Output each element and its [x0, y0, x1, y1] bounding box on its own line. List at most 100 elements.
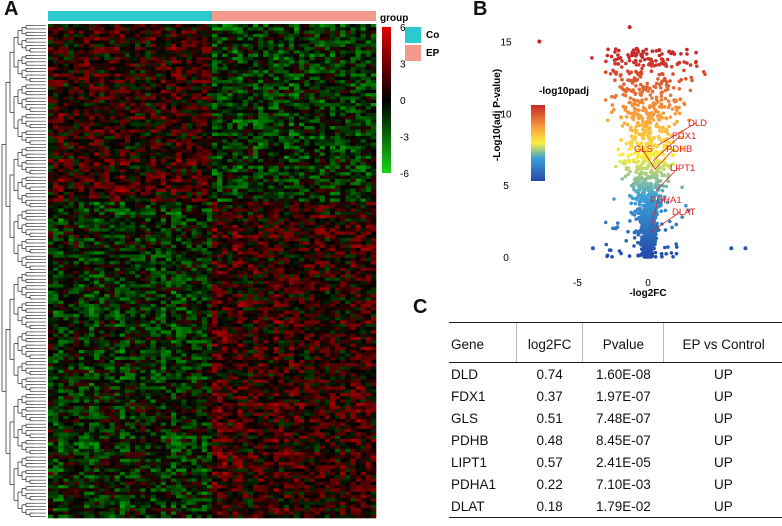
- heatmap-cell: [243, 139, 248, 143]
- heatmap-cell: [320, 166, 325, 170]
- heatmap-cell: [156, 205, 161, 209]
- heatmap-cell: [361, 57, 366, 61]
- heatmap-cell: [248, 31, 253, 35]
- heatmap-cell: [202, 24, 207, 28]
- heatmap-cell: [161, 202, 166, 206]
- heatmap-cell: [325, 54, 330, 58]
- heatmap-cell: [94, 83, 99, 87]
- heatmap-cell: [345, 57, 350, 61]
- heatmap-cell: [207, 126, 212, 130]
- heatmap-cell: [120, 120, 125, 124]
- heatmap-cell: [53, 96, 58, 100]
- heatmap-cell: [186, 166, 191, 170]
- heatmap-cell: [99, 57, 104, 61]
- heatmap-cell: [48, 235, 53, 239]
- heatmap-cell: [176, 80, 181, 84]
- heatmap-cell: [176, 90, 181, 94]
- heatmap-cell: [197, 245, 202, 249]
- heatmap-cell: [145, 231, 150, 235]
- heatmap-cell: [350, 54, 355, 58]
- heatmap-cell: [217, 90, 222, 94]
- heatmap-cell: [79, 113, 84, 117]
- heatmap-cell: [253, 54, 258, 58]
- heatmap-cell: [350, 199, 355, 203]
- heatmap-cell: [192, 162, 197, 166]
- heatmap-cell: [253, 100, 258, 104]
- heatmap-cell: [340, 215, 345, 219]
- heatmap-cell: [330, 57, 335, 61]
- heatmap-cell: [110, 189, 115, 193]
- heatmap-cell: [48, 64, 53, 68]
- heatmap-cell: [371, 73, 376, 77]
- heatmap-cell: [289, 123, 294, 127]
- heatmap-cell: [130, 149, 135, 153]
- heatmap-cell: [166, 212, 171, 216]
- heatmap-cell: [243, 73, 248, 77]
- heatmap-cell: [253, 152, 258, 156]
- heatmap-cell: [125, 27, 130, 31]
- heatmap-cell: [156, 225, 161, 229]
- heatmap-cell: [120, 70, 125, 74]
- heatmap-cell: [63, 208, 68, 212]
- heatmap-cell: [289, 37, 294, 41]
- heatmap-cell: [222, 31, 227, 35]
- heatmap-cell: [89, 215, 94, 219]
- heatmap-cell: [371, 77, 376, 81]
- heatmap-cell: [248, 57, 253, 61]
- heatmap-cell: [356, 152, 361, 156]
- heatmap-cell: [335, 199, 340, 203]
- heatmap-cell: [110, 202, 115, 206]
- heatmap-cell: [212, 96, 217, 100]
- heatmap-cell: [299, 129, 304, 133]
- heatmap-cell: [315, 192, 320, 196]
- heatmap-cell: [309, 57, 314, 61]
- heatmap-cell: [186, 37, 191, 41]
- heatmap-cell: [202, 202, 207, 206]
- heatmap-cell: [94, 110, 99, 114]
- heatmap-cell: [63, 100, 68, 104]
- heatmap-cell: [284, 222, 289, 226]
- heatmap-cell: [330, 208, 335, 212]
- heatmap-cell: [315, 57, 320, 61]
- heatmap-cell: [289, 57, 294, 61]
- heatmap-cell: [145, 156, 150, 160]
- heatmap-cell: [166, 248, 171, 252]
- heatmap-cell: [309, 133, 314, 137]
- heatmap-cell: [299, 146, 304, 150]
- heatmap-cell: [161, 24, 166, 28]
- heatmap-cell: [104, 231, 109, 235]
- heatmap-cell: [325, 215, 330, 219]
- heatmap-cell: [243, 152, 248, 156]
- heatmap-cell: [110, 228, 115, 232]
- heatmap-cell: [197, 103, 202, 107]
- heatmap-cell: [99, 228, 104, 232]
- heatmap-cell: [104, 67, 109, 71]
- heatmap-cell: [371, 245, 376, 249]
- heatmap-cell: [161, 34, 166, 38]
- heatmap-cell: [330, 87, 335, 91]
- heatmap-cell: [340, 34, 345, 38]
- heatmap-cell: [222, 225, 227, 229]
- heatmap-cell: [140, 54, 145, 58]
- heatmap-cell: [104, 80, 109, 84]
- heatmap-cell: [110, 103, 115, 107]
- heatmap-cell: [176, 116, 181, 120]
- heatmap-cell: [263, 241, 268, 245]
- heatmap-cell: [212, 100, 217, 104]
- heatmap-cell: [309, 47, 314, 51]
- heatmap-cell: [145, 192, 150, 196]
- heatmap-cell: [115, 162, 120, 166]
- heatmap-cell: [99, 218, 104, 222]
- heatmap-cell: [99, 195, 104, 199]
- heatmap-cell: [227, 123, 232, 127]
- heatmap-cell: [94, 90, 99, 94]
- heatmap-cell: [274, 129, 279, 133]
- heatmap-cell: [99, 34, 104, 38]
- heatmap-cell: [115, 222, 120, 226]
- heatmap-cell: [197, 159, 202, 163]
- heatmap-cell: [171, 47, 176, 51]
- heatmap-cell: [289, 77, 294, 81]
- heatmap-cell: [350, 80, 355, 84]
- heatmap-cell: [320, 241, 325, 245]
- heatmap-cell: [89, 192, 94, 196]
